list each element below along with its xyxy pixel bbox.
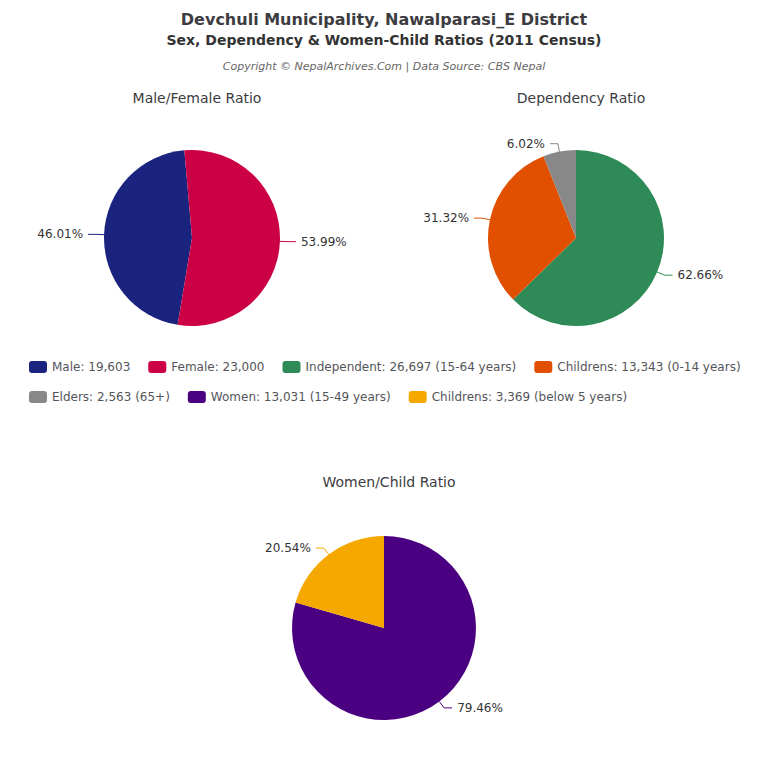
svg-text:6.02%: 6.02% bbox=[507, 137, 545, 151]
svg-text:Women: 13,031 (15-49 years): Women: 13,031 (15-49 years) bbox=[211, 390, 391, 404]
svg-text:Male/Female Ratio: Male/Female Ratio bbox=[133, 90, 262, 106]
svg-text:Independent: 26,697 (15-64 yea: Independent: 26,697 (15-64 years) bbox=[306, 360, 517, 374]
svg-text:Dependency Ratio: Dependency Ratio bbox=[517, 90, 646, 106]
svg-text:Women/Child Ratio: Women/Child Ratio bbox=[322, 474, 455, 490]
svg-text:Sex, Dependency & Women-Child: Sex, Dependency & Women-Child Ratios (20… bbox=[167, 32, 602, 48]
svg-text:Male: 19,603: Male: 19,603 bbox=[52, 360, 130, 374]
svg-text:79.46%: 79.46% bbox=[457, 701, 503, 715]
svg-text:20.54%: 20.54% bbox=[265, 541, 311, 555]
svg-text:31.32%: 31.32% bbox=[423, 211, 469, 225]
svg-text:Devchuli Municipality, Nawalpa: Devchuli Municipality, Nawalparasi_E Dis… bbox=[181, 10, 588, 29]
svg-text:62.66%: 62.66% bbox=[678, 268, 724, 282]
svg-text:Childrens: 3,369 (below 5 year: Childrens: 3,369 (below 5 years) bbox=[432, 390, 627, 404]
svg-text:53.99%: 53.99% bbox=[301, 235, 347, 249]
svg-text:46.01%: 46.01% bbox=[37, 227, 83, 241]
svg-text:Copyright © NepalArchives.Com: Copyright © NepalArchives.Com | Data Sou… bbox=[223, 60, 545, 73]
svg-text:Childrens: 13,343 (0-14 years): Childrens: 13,343 (0-14 years) bbox=[557, 360, 740, 374]
svg-text:Female: 23,000: Female: 23,000 bbox=[171, 360, 264, 374]
svg-text:Elders: 2,563 (65+): Elders: 2,563 (65+) bbox=[52, 390, 170, 404]
